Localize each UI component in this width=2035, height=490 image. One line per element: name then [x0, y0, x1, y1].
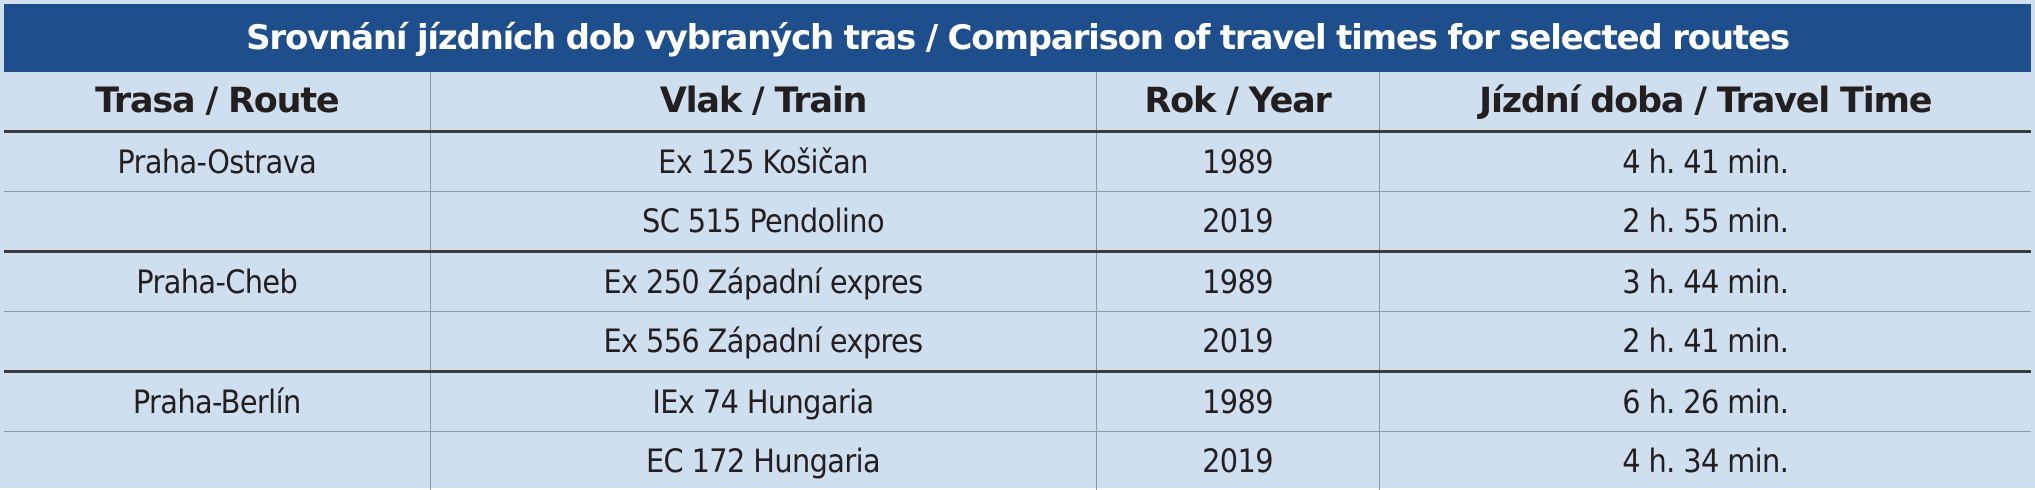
column-header-route: Trasa / Route [4, 72, 430, 132]
cell-travel-time: 2 h. 41 min. [1379, 312, 2031, 372]
column-header-year: Rok / Year [1096, 72, 1379, 132]
cell-travel-time: 3 h. 44 min. [1379, 252, 2031, 312]
table-row: Praha-Ostrava Ex 125 Košičan 1989 4 h. 4… [4, 132, 2031, 192]
cell-route [4, 192, 430, 252]
cell-year: 1989 [1096, 132, 1379, 192]
cell-year: 1989 [1096, 252, 1379, 312]
cell-train: IEx 74 Hungaria [430, 372, 1096, 432]
cell-route [4, 312, 430, 372]
cell-train: Ex 556 Západní expres [430, 312, 1096, 372]
cell-travel-time: 2 h. 55 min. [1379, 192, 2031, 252]
cell-travel-time: 4 h. 34 min. [1379, 432, 2031, 490]
cell-travel-time: 6 h. 26 min. [1379, 372, 2031, 432]
table-title: Srovnání jízdních dob vybraných tras / C… [4, 4, 2031, 72]
table-row: EC 172 Hungaria 2019 4 h. 34 min. [4, 432, 2031, 490]
cell-train: Ex 250 Západní expres [430, 252, 1096, 312]
column-header-travel-time: Jízdní doba / Travel Time [1379, 72, 2031, 132]
cell-year: 1989 [1096, 372, 1379, 432]
header-row: Trasa / Route Vlak / Train Rok / Year Jí… [4, 72, 2031, 132]
cell-train: EC 172 Hungaria [430, 432, 1096, 490]
cell-train: Ex 125 Košičan [430, 132, 1096, 192]
cell-year: 2019 [1096, 312, 1379, 372]
cell-year: 2019 [1096, 192, 1379, 252]
cell-route: Praha-Ostrava [4, 132, 430, 192]
cell-year: 2019 [1096, 432, 1379, 490]
cell-route: Praha-Cheb [4, 252, 430, 312]
table-row: Praha-Cheb Ex 250 Západní expres 1989 3 … [4, 252, 2031, 312]
table-row: SC 515 Pendolino 2019 2 h. 55 min. [4, 192, 2031, 252]
cell-train: SC 515 Pendolino [430, 192, 1096, 252]
column-header-train: Vlak / Train [430, 72, 1096, 132]
table-row: Ex 556 Západní expres 2019 2 h. 41 min. [4, 312, 2031, 372]
cell-travel-time: 4 h. 41 min. [1379, 132, 2031, 192]
travel-times-table: Trasa / Route Vlak / Train Rok / Year Jí… [4, 72, 2031, 490]
table-row: Praha-Berlín IEx 74 Hungaria 1989 6 h. 2… [4, 372, 2031, 432]
cell-route [4, 432, 430, 490]
cell-route: Praha-Berlín [4, 372, 430, 432]
